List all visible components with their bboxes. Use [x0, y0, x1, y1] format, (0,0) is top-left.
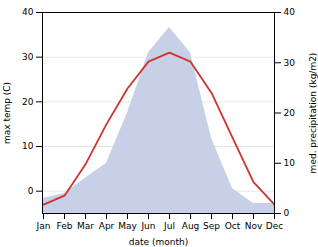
svg-text:Oct: Oct [225, 221, 241, 231]
svg-text:40: 40 [22, 7, 34, 17]
svg-text:Jan: Jan [36, 221, 51, 231]
svg-text:Dec: Dec [266, 221, 283, 231]
svg-text:Apr: Apr [99, 221, 115, 231]
svg-text:Aug: Aug [182, 221, 200, 231]
svg-text:10: 10 [22, 141, 34, 151]
svg-text:Jul: Jul [163, 221, 175, 231]
svg-text:40: 40 [284, 7, 296, 17]
svg-text:Feb: Feb [57, 221, 73, 231]
svg-text:Mar: Mar [77, 221, 94, 231]
svg-text:Nov: Nov [245, 221, 263, 231]
svg-text:10: 10 [284, 158, 296, 168]
svg-text:Sep: Sep [203, 221, 220, 231]
svg-text:20: 20 [284, 108, 296, 118]
svg-text:30: 30 [284, 58, 296, 68]
svg-text:Jun: Jun [140, 221, 155, 231]
svg-text:20: 20 [22, 97, 34, 107]
svg-text:max temp (C): max temp (C) [2, 82, 12, 144]
svg-text:0: 0 [284, 208, 290, 218]
svg-text:30: 30 [22, 52, 34, 62]
svg-text:0: 0 [28, 186, 34, 196]
svg-text:med. precipitation (kg/m2): med. precipitation (kg/m2) [308, 53, 318, 174]
svg-text:May: May [118, 221, 137, 231]
svg-text:date (month): date (month) [129, 237, 188, 247]
